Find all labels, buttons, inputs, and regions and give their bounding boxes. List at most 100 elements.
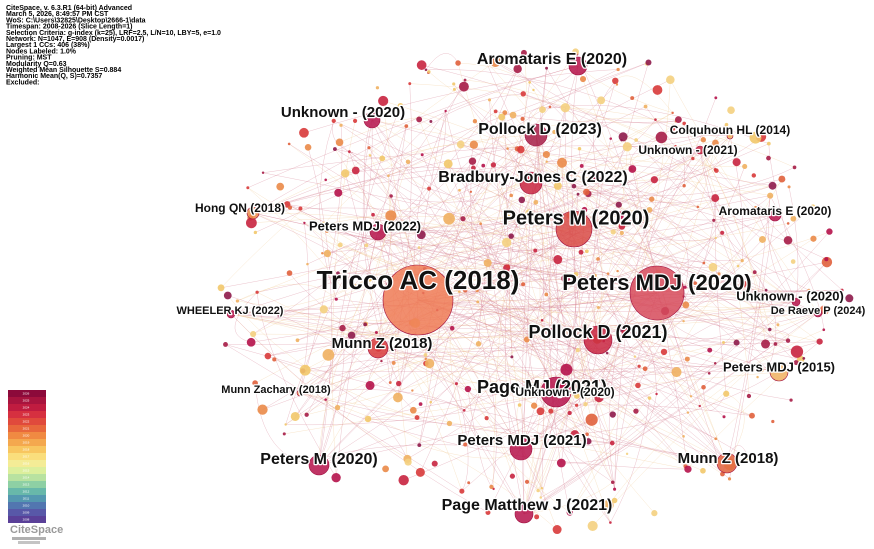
edge [539, 349, 578, 498]
node [501, 237, 512, 248]
edge [369, 228, 575, 279]
edge [377, 347, 768, 373]
edge [576, 149, 701, 337]
edge [699, 149, 797, 363]
node [720, 230, 725, 235]
edge [285, 86, 465, 425]
node [489, 56, 494, 61]
node [745, 454, 753, 462]
edge [252, 62, 649, 214]
node [371, 212, 375, 217]
node [460, 216, 466, 222]
edge [684, 287, 776, 345]
node [602, 383, 608, 389]
edge [237, 300, 589, 442]
edge [322, 253, 716, 440]
hub-node [540, 376, 572, 408]
edge [520, 339, 598, 450]
node [337, 242, 343, 248]
edge [230, 313, 489, 513]
edge [289, 143, 780, 373]
node [617, 325, 625, 332]
node [553, 255, 563, 265]
node [633, 355, 637, 358]
edge [377, 134, 537, 349]
edge [234, 292, 258, 343]
edge [230, 313, 553, 339]
edge [419, 119, 655, 181]
edge [423, 121, 677, 286]
edge [306, 131, 555, 415]
edge [307, 147, 332, 466]
node [615, 83, 619, 86]
edge [383, 100, 797, 303]
node [645, 59, 652, 66]
node [783, 236, 793, 245]
node [545, 66, 548, 70]
hub-node [726, 132, 734, 140]
node [408, 82, 412, 86]
edge [333, 231, 379, 274]
hub-node [509, 437, 533, 461]
node [533, 248, 538, 253]
edge [573, 185, 773, 204]
node [277, 312, 283, 318]
node [840, 288, 844, 292]
edge [388, 111, 496, 176]
edge [621, 140, 763, 240]
node [443, 212, 455, 225]
node [628, 165, 637, 173]
hub-node [769, 362, 789, 382]
edge [391, 182, 532, 203]
edge [576, 53, 692, 397]
node [618, 223, 626, 230]
edge [306, 292, 658, 415]
node [475, 288, 479, 293]
edge [569, 178, 783, 513]
node [724, 122, 729, 127]
node [594, 393, 604, 403]
node [536, 407, 545, 416]
node [542, 150, 550, 159]
node [606, 272, 610, 275]
node [469, 140, 479, 149]
node [684, 356, 690, 362]
node-label: Peters MDJ (2021) [457, 432, 586, 449]
node [655, 392, 658, 396]
edge [541, 145, 676, 321]
info-line: Largest 1 CCs: 406 (38%) [6, 42, 90, 49]
logo-text: CiteSpace [10, 524, 63, 536]
info-line: Nodes Labeled: 1.0% [6, 48, 77, 55]
node [539, 496, 543, 499]
info-line: Weighted Mean Silhouette S=0.884 [6, 67, 121, 74]
node-label: Munn Zachary (2018) [221, 384, 331, 396]
node [463, 442, 468, 447]
edge [561, 393, 657, 464]
node [520, 91, 526, 97]
node [576, 192, 580, 196]
hub-node [583, 325, 613, 355]
edge [530, 180, 698, 208]
legend-swatch [8, 418, 46, 425]
edge [225, 344, 728, 464]
hub-node [695, 145, 705, 155]
edge [284, 371, 780, 435]
edge [489, 99, 557, 393]
legend-label: 2009 [23, 511, 30, 515]
info-line: Network: N=1047, E=908 (Density=0.0017) [6, 36, 144, 43]
node [323, 249, 332, 258]
node [388, 381, 392, 385]
node [651, 510, 658, 517]
node [822, 328, 826, 332]
node [609, 521, 612, 524]
node [387, 174, 390, 177]
edge [262, 214, 776, 410]
node [620, 139, 623, 142]
node [429, 119, 433, 123]
edge [220, 61, 496, 288]
node [368, 154, 372, 157]
node [581, 206, 588, 213]
node [739, 280, 747, 288]
node [701, 384, 706, 390]
edge [334, 148, 798, 352]
